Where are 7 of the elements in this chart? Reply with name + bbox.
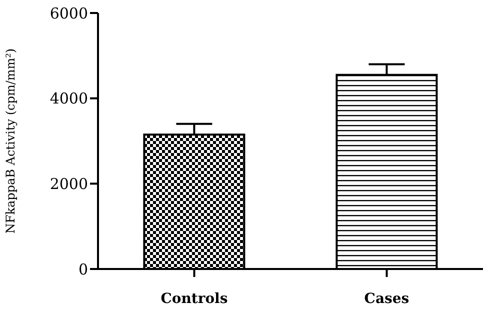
y-tick-label: 0 (78, 260, 88, 278)
x-tick-label: Cases (364, 290, 410, 307)
y-axis-title: NFkappaB Activity (cpm/mm²) (3, 48, 18, 234)
x-tick-label: Controls (160, 290, 228, 307)
y-tick-label: 6000 (50, 4, 88, 22)
y-tick-label: 4000 (50, 90, 88, 108)
y-tick-label: 2000 (50, 174, 88, 193)
